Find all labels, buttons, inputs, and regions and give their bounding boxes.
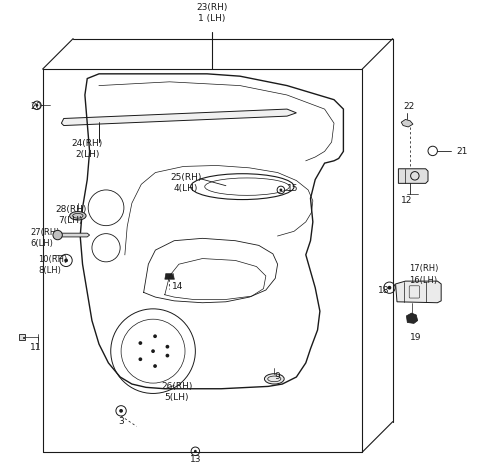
Polygon shape [59, 233, 90, 237]
Text: 25(RH)
4(LH): 25(RH) 4(LH) [170, 173, 202, 194]
Circle shape [139, 357, 142, 361]
Circle shape [166, 345, 169, 349]
Circle shape [64, 259, 68, 262]
Text: 9: 9 [275, 372, 280, 381]
Polygon shape [401, 120, 413, 127]
Polygon shape [407, 313, 418, 324]
Text: 18: 18 [378, 285, 390, 294]
Polygon shape [165, 274, 174, 279]
Text: 22: 22 [404, 102, 415, 111]
Ellipse shape [264, 374, 284, 384]
Text: 20: 20 [31, 102, 42, 111]
Polygon shape [19, 334, 25, 341]
Circle shape [139, 341, 142, 345]
Circle shape [153, 334, 157, 338]
Ellipse shape [70, 211, 86, 220]
Circle shape [387, 286, 391, 290]
Text: 13: 13 [190, 455, 201, 464]
Circle shape [166, 354, 169, 357]
Text: 27(RH)
6(LH): 27(RH) 6(LH) [31, 228, 60, 248]
Circle shape [153, 364, 157, 368]
Text: 17(RH)
16(LH): 17(RH) 16(LH) [408, 265, 438, 284]
Circle shape [151, 349, 155, 353]
Text: 24(RH)
2(LH): 24(RH) 2(LH) [72, 139, 103, 159]
Text: 15: 15 [287, 185, 299, 194]
Text: 23(RH)
1 (LH): 23(RH) 1 (LH) [196, 3, 228, 23]
Text: 21: 21 [456, 147, 468, 156]
Polygon shape [396, 281, 441, 303]
Circle shape [36, 104, 38, 107]
Text: 11: 11 [30, 343, 41, 352]
Polygon shape [61, 109, 297, 126]
Polygon shape [398, 169, 428, 183]
Text: 28(RH)
7(LH): 28(RH) 7(LH) [55, 205, 86, 225]
Text: 12: 12 [401, 196, 412, 205]
Circle shape [279, 188, 282, 191]
Text: 14: 14 [172, 282, 183, 291]
Circle shape [53, 230, 62, 240]
Text: 3: 3 [118, 417, 124, 426]
Circle shape [194, 450, 197, 453]
Text: 10(RH)
8(LH): 10(RH) 8(LH) [38, 255, 67, 275]
Text: 19: 19 [409, 333, 421, 341]
Text: 26(RH)
5(LH): 26(RH) 5(LH) [161, 382, 192, 402]
Circle shape [119, 409, 123, 413]
